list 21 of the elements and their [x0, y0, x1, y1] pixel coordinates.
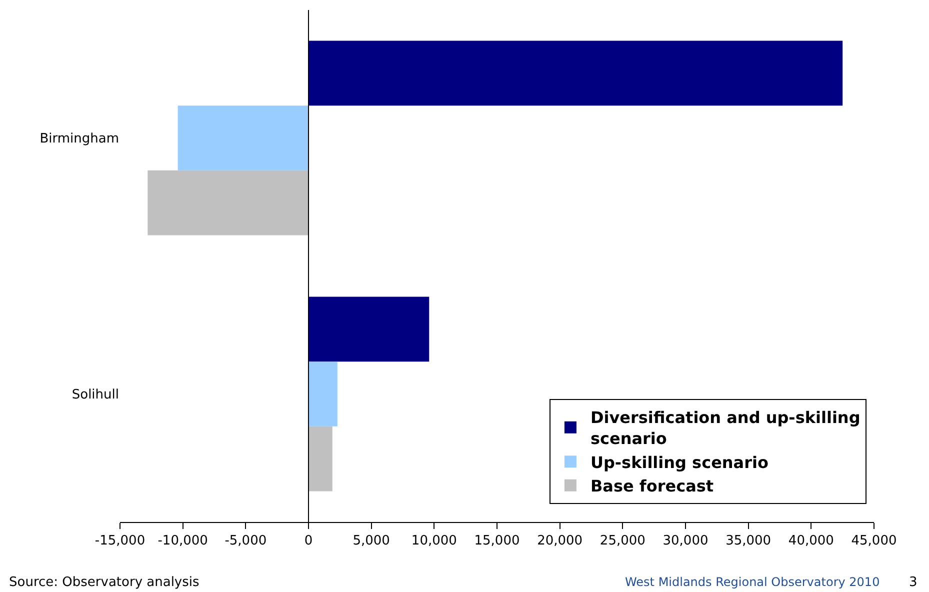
x-tick-label: 5,000 — [352, 534, 390, 549]
x-tick-label: 15,000 — [474, 534, 520, 549]
x-tick-label: -5,000 — [224, 534, 267, 549]
legend-label: Diversification and up-skilling scenario — [590, 408, 860, 448]
x-tick-label: 40,000 — [788, 534, 834, 549]
y-tick-label: Birmingham — [40, 132, 119, 147]
x-tick-label: -10,000 — [158, 534, 208, 549]
legend-label: Base forecast — [590, 476, 714, 496]
x-tick-label: 30,000 — [662, 534, 708, 549]
x-tick-label: 35,000 — [726, 534, 772, 549]
x-tick-label: 0 — [304, 534, 313, 549]
x-tick-label: 45,000 — [851, 534, 897, 549]
x-tick-label: 10,000 — [411, 534, 457, 549]
source-note: Source: Observatory analysis — [9, 575, 200, 590]
text: 3 — [909, 575, 918, 590]
legend-label: Up-skilling scenario — [590, 452, 768, 472]
x-tick-label: -15,000 — [94, 534, 146, 549]
x-tick-label: 25,000 — [600, 534, 646, 549]
x-tick-label: 20,000 — [537, 534, 583, 549]
y-tick-label: Solihull — [72, 388, 119, 403]
text: West Midlands Regional Observatory 2010 — [625, 575, 880, 589]
